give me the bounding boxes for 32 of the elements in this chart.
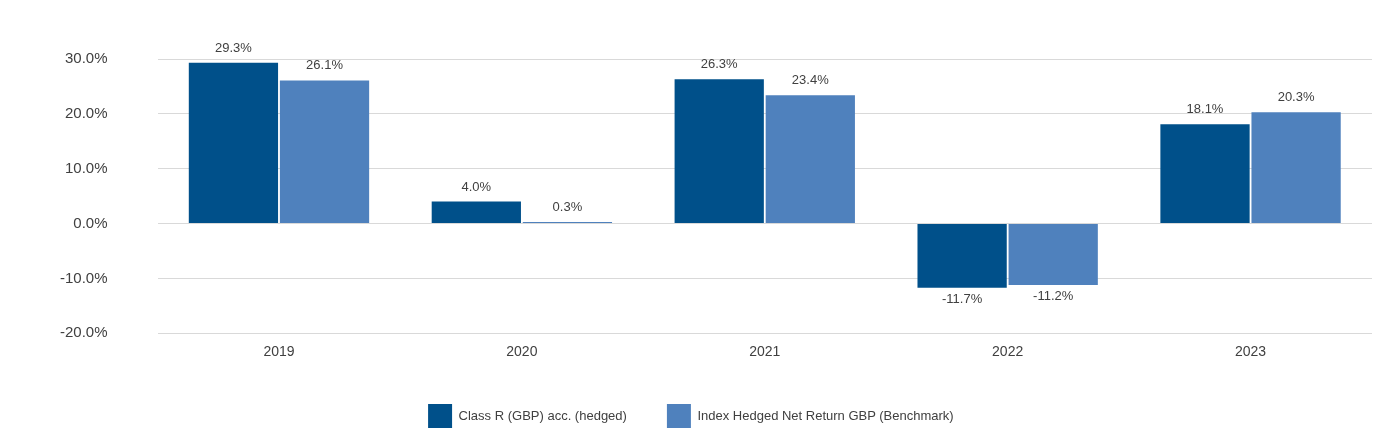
data-label: -11.7% <box>942 290 983 306</box>
legend-label: Index Hedged Net Return GBP (Benchmark) <box>697 407 954 423</box>
x-tick-label: 2022 <box>992 343 1024 360</box>
data-label: 26.3% <box>700 56 739 72</box>
y-tick-label: 20.0% <box>64 103 108 121</box>
y-tick-label: 10.0% <box>64 158 108 176</box>
bar <box>1160 124 1250 224</box>
data-label: 18.1% <box>1186 101 1224 117</box>
y-tick-label: -10.0% <box>60 268 108 286</box>
bar <box>1251 112 1341 224</box>
bar <box>917 224 1007 288</box>
x-tick-label: 2021 <box>749 343 781 360</box>
data-label: -11.2% <box>1033 288 1074 304</box>
x-tick-label: 2019 <box>263 343 295 360</box>
data-label: 20.3% <box>1277 89 1315 105</box>
y-tick-label: 30.0% <box>64 49 108 67</box>
bar <box>188 62 279 224</box>
legend-label: Class R (GBP) acc. (hedged) <box>458 407 627 423</box>
bar <box>674 79 764 224</box>
bar <box>765 95 855 224</box>
y-tick-label: 0.0% <box>73 213 108 231</box>
data-label: 4.0% <box>461 178 492 194</box>
data-label: 26.1% <box>306 57 344 73</box>
data-label: 29.3% <box>214 39 253 55</box>
data-label: 23.4% <box>791 72 830 88</box>
bar <box>279 80 370 224</box>
x-tick-label: 2020 <box>506 343 538 360</box>
y-tick-label: -20.0% <box>60 323 108 341</box>
data-label: 0.3% <box>552 198 583 214</box>
x-tick-label: 2023 <box>1234 343 1267 360</box>
bar <box>431 201 521 224</box>
bar <box>1008 224 1098 285</box>
